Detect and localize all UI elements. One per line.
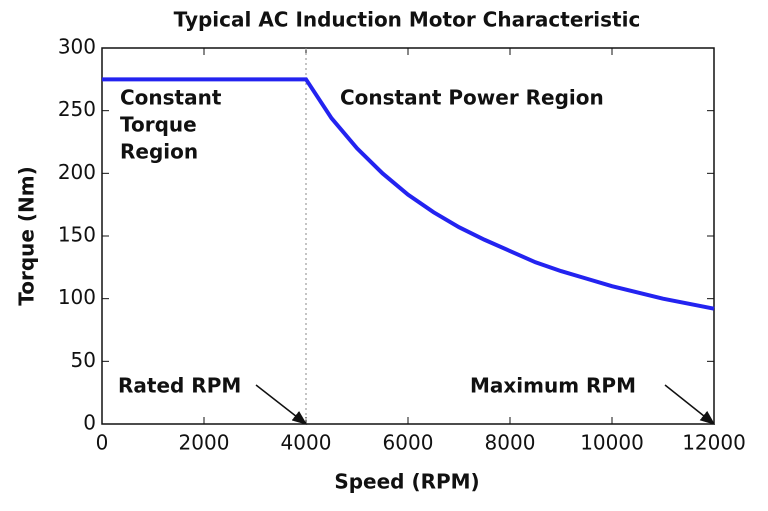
annotation: Torque [120, 113, 197, 137]
x-tick-label: 12000 [682, 431, 746, 455]
y-axis-label: Torque (Nm) [15, 166, 39, 306]
y-tick-label: 150 [58, 223, 96, 247]
x-tick-label: 0 [96, 431, 109, 455]
annotation: Constant Power Region [340, 86, 604, 110]
x-tick-label: 10000 [580, 431, 644, 455]
y-tick-label: 0 [83, 411, 96, 435]
y-tick-label: 300 [58, 35, 96, 59]
annotation: Region [120, 140, 198, 164]
y-tick-label: 250 [58, 97, 96, 121]
annotation: Constant [120, 86, 222, 110]
x-tick-label: 8000 [485, 431, 536, 455]
x-tick-label: 4000 [281, 431, 332, 455]
arrow [664, 384, 716, 425]
x-axis-label: Speed (RPM) [334, 470, 479, 494]
x-tick-label: 6000 [383, 431, 434, 455]
arrow [255, 384, 308, 425]
x-tick-label: 2000 [179, 431, 230, 455]
torque-line [102, 77, 715, 311]
annotation: Maximum RPM [470, 374, 636, 398]
y-tick-label: 50 [71, 348, 96, 372]
y-tick-label: 200 [58, 160, 96, 184]
y-tick-label: 100 [58, 285, 96, 309]
chart-title: Typical AC Induction Motor Characteristi… [174, 8, 641, 32]
annotation: Rated RPM [118, 374, 241, 398]
